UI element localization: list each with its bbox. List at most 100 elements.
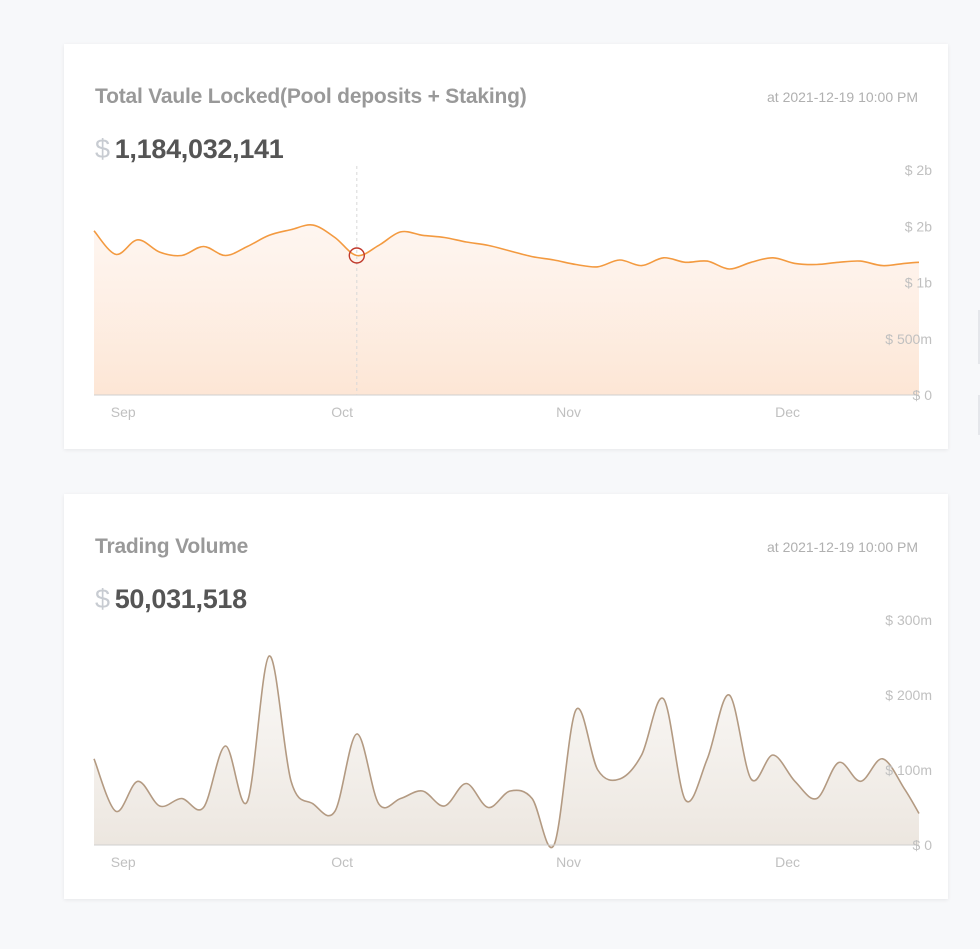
volume-data-point[interactable] bbox=[486, 806, 490, 810]
tvl-data-point[interactable] bbox=[552, 258, 556, 262]
tvl-data-point[interactable] bbox=[442, 236, 446, 240]
tvl-data-point[interactable] bbox=[574, 263, 578, 267]
tvl-data-point[interactable] bbox=[815, 263, 819, 267]
volume-data-point[interactable] bbox=[574, 708, 578, 712]
tvl-data-point[interactable] bbox=[727, 267, 731, 271]
volume-data-point[interactable] bbox=[618, 777, 622, 781]
tvl-data-point[interactable] bbox=[114, 252, 118, 256]
volume-timestamp: at 2021-12-19 10:00 PM bbox=[767, 539, 918, 555]
volume-data-point[interactable] bbox=[640, 753, 644, 757]
volume-data-point[interactable] bbox=[881, 757, 885, 761]
volume-data-point[interactable] bbox=[114, 809, 118, 813]
tvl-data-point[interactable] bbox=[180, 254, 184, 258]
volume-data-point[interactable] bbox=[158, 804, 162, 808]
tvl-data-point[interactable] bbox=[683, 260, 687, 264]
tvl-data-point[interactable] bbox=[333, 236, 337, 240]
volume-data-point[interactable] bbox=[771, 753, 775, 757]
tvl-data-point[interactable] bbox=[158, 250, 162, 254]
volume-data-point[interactable] bbox=[267, 654, 271, 658]
tvl-data-point[interactable] bbox=[640, 264, 644, 268]
volume-data-point[interactable] bbox=[333, 809, 337, 813]
volume-data-point[interactable] bbox=[662, 697, 666, 701]
volume-data-point[interactable] bbox=[92, 757, 96, 761]
volume-data-point[interactable] bbox=[917, 812, 921, 816]
volume-value: $50,031,518 bbox=[95, 584, 247, 615]
tvl-y-tick-label: $ 1b bbox=[905, 275, 932, 291]
volume-data-point[interactable] bbox=[530, 797, 534, 801]
tvl-data-point[interactable] bbox=[202, 245, 206, 249]
volume-data-point[interactable] bbox=[705, 757, 709, 761]
tvl-data-point[interactable] bbox=[267, 233, 271, 237]
volume-data-point[interactable] bbox=[442, 804, 446, 808]
tvl-data-point[interactable] bbox=[705, 259, 709, 263]
volume-y-tick-label: $ 100m bbox=[885, 762, 932, 778]
volume-data-point[interactable] bbox=[377, 802, 381, 806]
tvl-data-point[interactable] bbox=[771, 256, 775, 260]
volume-data-point[interactable] bbox=[859, 779, 863, 783]
tvl-hover-marker[interactable] bbox=[348, 247, 365, 264]
tvl-x-tick-label: Oct bbox=[331, 404, 353, 420]
tvl-area bbox=[94, 224, 919, 395]
volume-data-point[interactable] bbox=[596, 768, 600, 772]
volume-data-point[interactable] bbox=[464, 782, 468, 786]
volume-data-point[interactable] bbox=[355, 732, 359, 736]
volume-data-point[interactable] bbox=[289, 779, 293, 783]
tvl-data-point[interactable] bbox=[917, 260, 921, 264]
tvl-data-point[interactable] bbox=[311, 223, 315, 227]
tvl-data-point[interactable] bbox=[793, 261, 797, 265]
tvl-data-point[interactable] bbox=[421, 233, 425, 237]
volume-x-tick-label: Sep bbox=[111, 854, 136, 870]
volume-data-point[interactable] bbox=[837, 761, 841, 765]
volume-data-point[interactable] bbox=[508, 789, 512, 793]
volume-y-tick-label: $ 200m bbox=[885, 687, 932, 703]
volume-data-point[interactable] bbox=[815, 797, 819, 801]
tvl-data-point[interactable] bbox=[136, 238, 140, 242]
tvl-y-tick-label: $ 2b bbox=[905, 162, 932, 178]
volume-data-point[interactable] bbox=[202, 806, 206, 810]
tvl-data-point[interactable] bbox=[837, 260, 841, 264]
volume-series-line bbox=[93, 655, 920, 849]
tvl-series-line bbox=[93, 224, 920, 270]
tvl-amount: 1,184,032,141 bbox=[114, 134, 284, 164]
side-panel-edge bbox=[978, 395, 980, 435]
volume-y-tick-label: $ 0 bbox=[913, 837, 933, 853]
tvl-data-point[interactable] bbox=[508, 249, 512, 253]
volume-data-point[interactable] bbox=[727, 693, 731, 697]
volume-data-point[interactable] bbox=[902, 787, 906, 791]
volume-data-point[interactable] bbox=[793, 779, 797, 783]
volume-data-point[interactable] bbox=[245, 800, 249, 804]
volume-data-point[interactable] bbox=[421, 789, 425, 793]
volume-data-point[interactable] bbox=[136, 779, 140, 783]
tvl-x-tick-label: Nov bbox=[556, 404, 581, 420]
side-panel-edge bbox=[978, 310, 980, 364]
volume-data-point[interactable] bbox=[311, 802, 315, 806]
tvl-timestamp: at 2021-12-19 10:00 PM bbox=[767, 89, 918, 105]
tvl-x-tick-label: Dec bbox=[775, 404, 800, 420]
volume-data-point[interactable] bbox=[180, 797, 184, 801]
tvl-data-point[interactable] bbox=[377, 243, 381, 247]
tvl-data-point[interactable] bbox=[859, 259, 863, 263]
tvl-data-point[interactable] bbox=[530, 255, 534, 259]
tvl-data-point[interactable] bbox=[486, 243, 490, 247]
tvl-data-point[interactable] bbox=[881, 264, 885, 268]
tvl-data-point[interactable] bbox=[662, 256, 666, 260]
volume-data-point[interactable] bbox=[683, 798, 687, 802]
volume-data-point[interactable] bbox=[223, 744, 227, 748]
volume-data-point[interactable] bbox=[399, 797, 403, 801]
volume-card: Trading Volume at 2021-12-19 10:00 PM $5… bbox=[64, 494, 948, 899]
tvl-data-point[interactable] bbox=[223, 254, 227, 258]
tvl-data-point[interactable] bbox=[289, 228, 293, 232]
tvl-data-point[interactable] bbox=[902, 261, 906, 265]
volume-data-point[interactable] bbox=[749, 777, 753, 781]
volume-chart[interactable]: $ 0 $ 100m $ 200m $ 300m Sep Oct Nov Dec bbox=[64, 494, 948, 899]
tvl-data-point[interactable] bbox=[596, 265, 600, 269]
tvl-data-point[interactable] bbox=[749, 260, 753, 264]
tvl-data-point[interactable] bbox=[399, 230, 403, 234]
tvl-data-point[interactable] bbox=[618, 258, 622, 262]
tvl-value: $1,184,032,141 bbox=[95, 134, 284, 165]
tvl-data-point[interactable] bbox=[464, 240, 468, 244]
tvl-data-point[interactable] bbox=[92, 229, 96, 233]
volume-data-point[interactable] bbox=[552, 843, 556, 847]
tvl-data-point[interactable] bbox=[245, 245, 249, 249]
tvl-chart[interactable]: $ 0 $ 500m $ 1b $ 2b $ 2b Sep Oct Nov Dec bbox=[64, 44, 948, 449]
